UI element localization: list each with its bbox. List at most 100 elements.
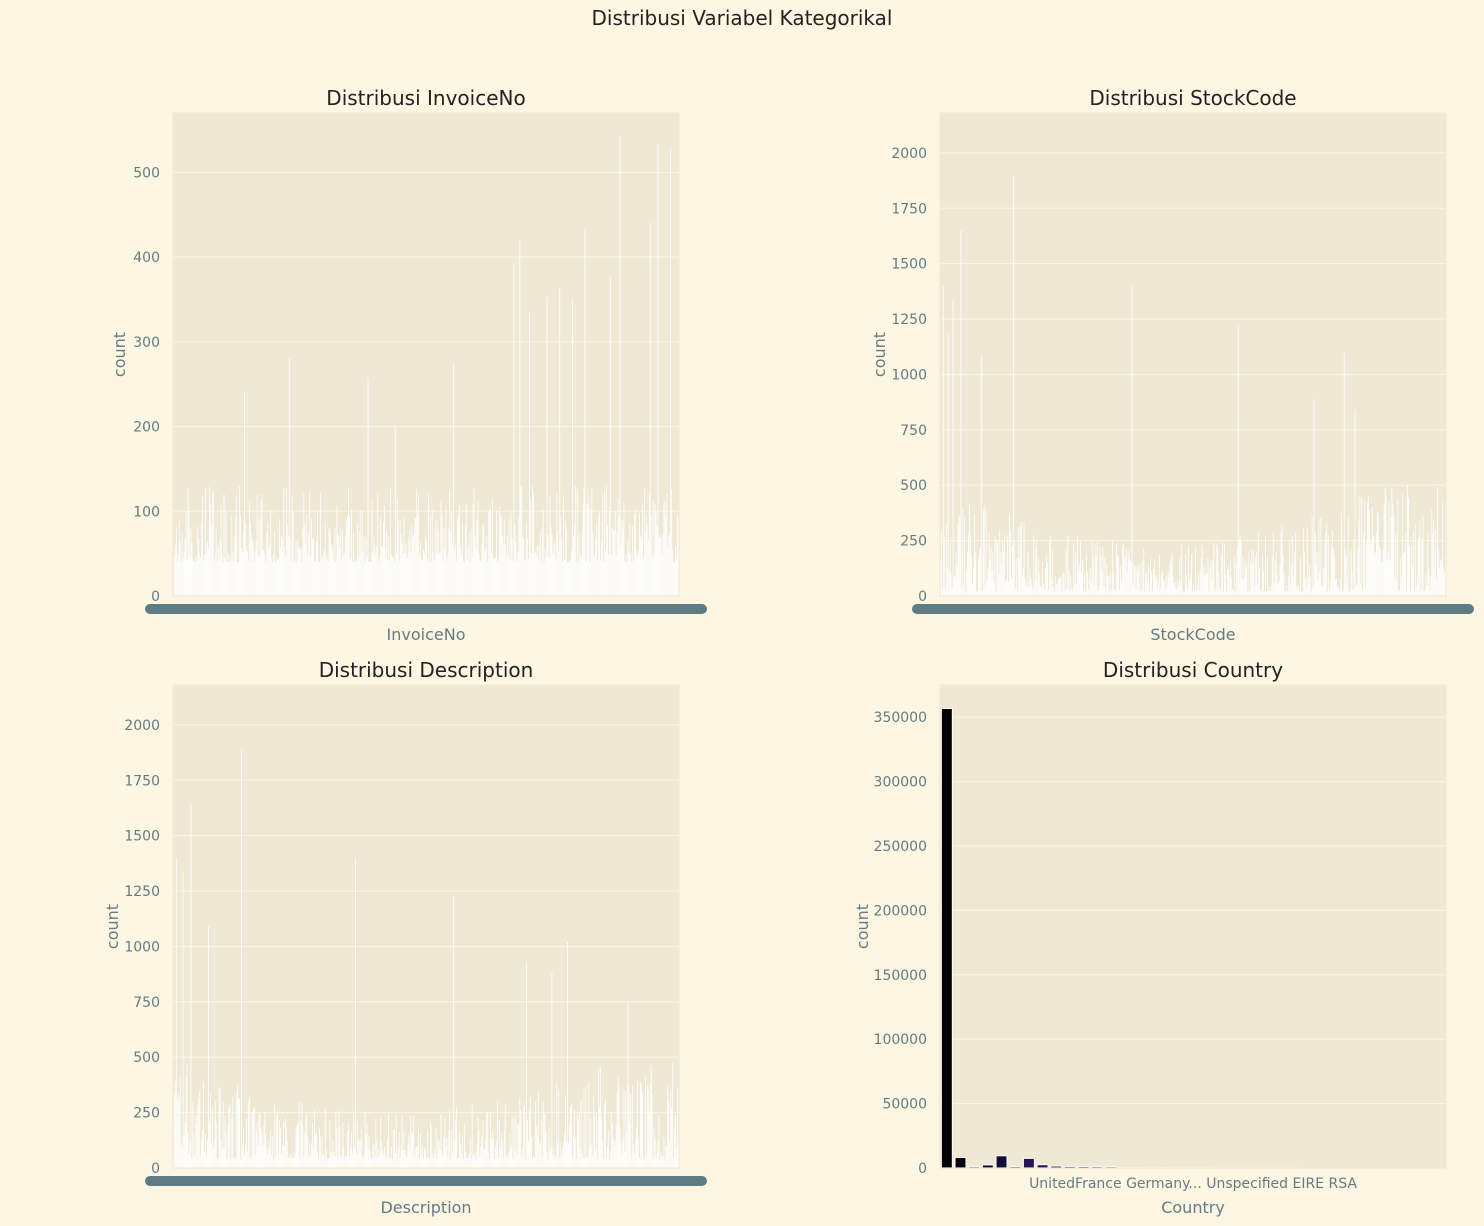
bar [338,1110,340,1168]
bar [419,1157,421,1168]
bar [570,559,571,596]
bar [1046,555,1047,596]
bar [647,1089,649,1168]
y-tick-label: 200 [133,420,160,436]
bar [329,530,331,596]
bar [1212,561,1214,596]
bar [371,500,373,596]
bar [954,1156,967,1169]
bar [457,1158,458,1168]
bar [997,543,999,596]
bar [235,1158,237,1168]
bar [528,558,530,596]
bar [187,489,189,596]
bar [621,520,623,596]
bar [577,1120,579,1168]
bar [639,1157,640,1168]
bar [529,312,530,596]
bar [1094,544,1096,596]
bar [1249,591,1251,596]
bar [286,525,288,596]
bar [253,561,255,596]
bar [1185,554,1187,596]
bar [637,1080,638,1168]
bar [261,495,263,596]
bar [282,488,284,596]
bar [501,1140,503,1168]
bar [534,1158,535,1168]
bar [604,1103,605,1168]
bar [1012,545,1013,596]
bar [258,1111,260,1168]
bar [649,1083,651,1168]
bar [1291,564,1293,596]
bar [1405,533,1406,596]
bar [321,1136,323,1168]
bar [448,527,450,596]
bar [586,504,588,596]
bar [1011,578,1012,596]
bar [391,556,393,596]
bar [1362,589,1364,596]
bar [452,544,454,596]
bar [257,555,259,596]
bar [214,1100,216,1168]
bar [1158,554,1160,596]
bar [993,580,995,596]
bar [1378,545,1380,596]
bar [395,1115,397,1168]
bar [1224,543,1225,596]
bar [498,1120,500,1168]
bar [1298,585,1299,596]
bar [292,512,294,596]
bar [493,559,494,596]
bar [549,1150,551,1168]
bar [1373,535,1374,596]
bar [1435,529,1437,596]
bar [676,1148,677,1168]
bar [1194,547,1196,596]
bar [660,537,662,596]
bar [1108,577,1110,596]
bar [494,1159,495,1168]
bar [625,1091,627,1168]
bar [458,1157,459,1168]
bar [632,525,634,596]
bar [545,557,547,596]
bar [447,555,449,596]
bar [1074,583,1076,596]
bar [444,1116,446,1168]
bar [572,536,574,596]
bar [558,551,560,596]
bar [522,536,524,596]
bar [1072,590,1074,596]
bar [1112,541,1114,596]
bar [375,1118,377,1168]
bar [210,526,212,596]
bar [573,523,575,596]
bar [646,525,648,596]
bar [459,1132,460,1168]
bar [193,1133,195,1168]
bar [624,1152,626,1168]
bar [176,1098,178,1168]
bar [1022,567,1024,596]
bar [958,516,960,596]
bar [519,240,521,596]
bar [1270,585,1272,596]
bar [1226,591,1227,596]
bar [492,499,493,596]
bar [662,1155,664,1168]
bar [538,546,540,596]
subplot-description: 025050075010001250150017502000Distribusi… [103,658,707,1217]
bar [484,552,486,596]
bar [624,561,626,596]
bar [317,510,318,596]
bar [263,550,265,596]
bar [631,561,633,596]
bar [1434,569,1436,596]
bar [1409,591,1411,596]
bar [468,531,470,596]
bar [410,1115,412,1168]
